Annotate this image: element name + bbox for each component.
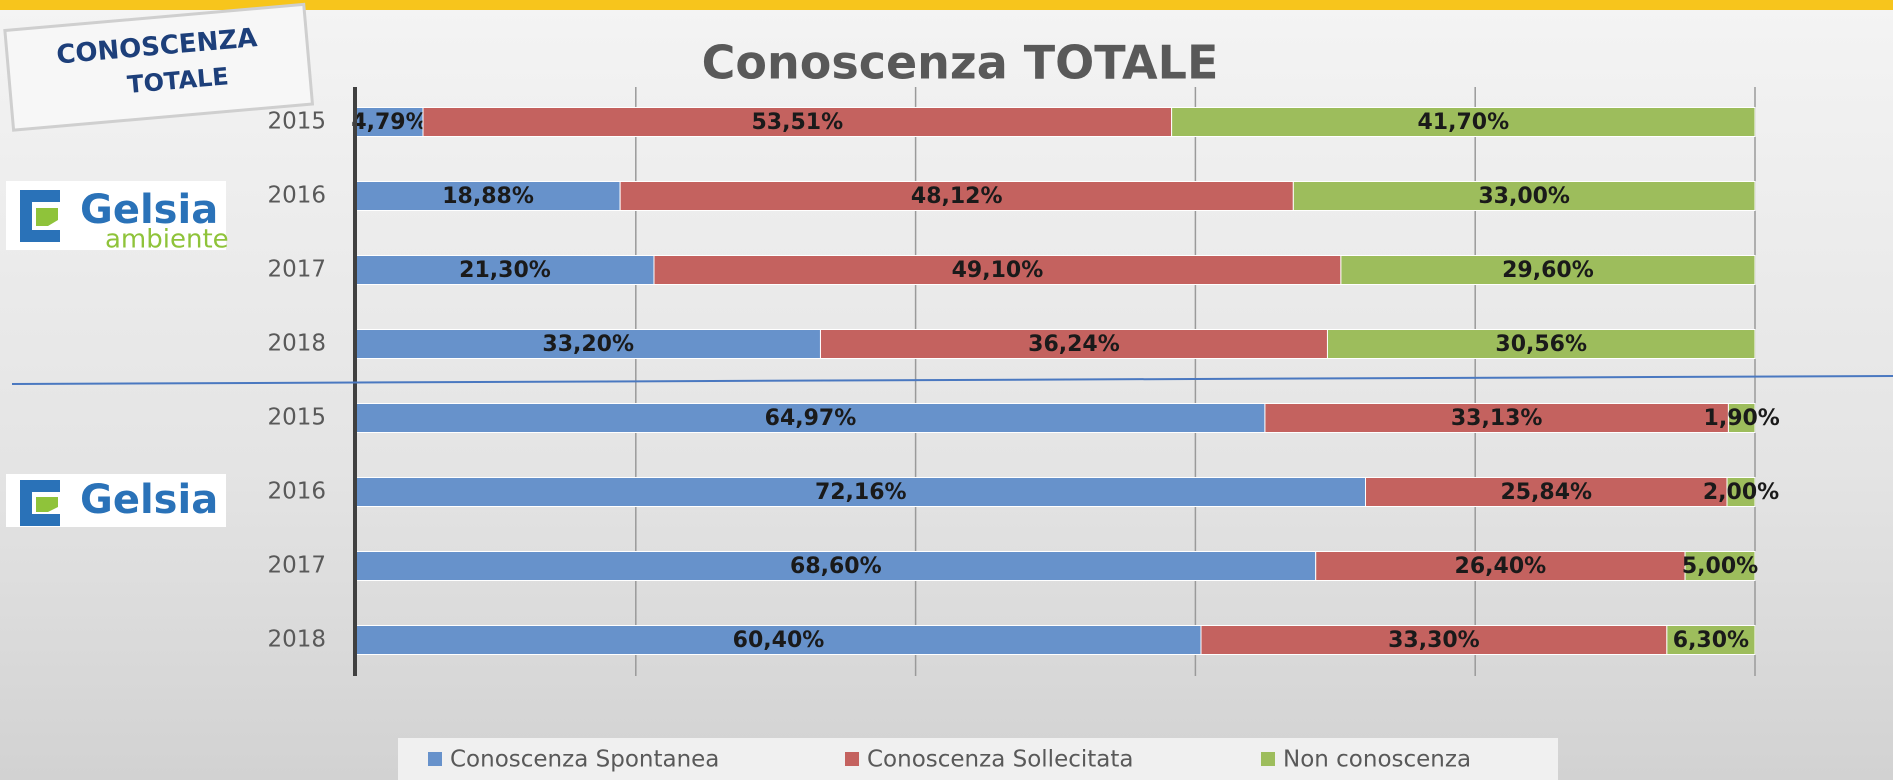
y-tick-label: 2018	[267, 627, 326, 653]
legend-swatch	[1261, 752, 1275, 766]
y-tick-label: 2015	[267, 109, 326, 135]
logo-text: Gelsia	[80, 477, 218, 523]
separator-line	[11, 375, 1893, 385]
data-label: 1,90%	[1704, 406, 1780, 431]
bar-segment	[1666, 625, 1756, 655]
data-label: 2,00%	[1703, 480, 1779, 505]
y-tick-label: 2016	[267, 183, 326, 209]
logo-icon	[36, 497, 58, 512]
data-label: 68,60%	[790, 554, 882, 579]
logo-subtext: ambiente	[105, 225, 229, 255]
bar-segment	[355, 551, 1317, 581]
y-tick-label: 2015	[267, 405, 326, 431]
y-tick-label: 2016	[267, 479, 326, 505]
data-label: 4,79%	[351, 110, 427, 135]
legend-label: Conoscenza Spontanea	[450, 747, 719, 773]
data-label: 26,40%	[1455, 554, 1547, 579]
y-tick-label: 2017	[267, 257, 326, 283]
bar-segment	[1171, 107, 1756, 137]
legend-swatch	[845, 752, 859, 766]
bar-segment	[355, 625, 1202, 655]
bar-segment	[653, 255, 1342, 285]
bar-segment	[355, 403, 1266, 433]
bar-segment	[422, 107, 1173, 137]
y-tick-label: 2018	[267, 331, 326, 357]
bar-segment	[1684, 551, 1756, 581]
badge-box	[3, 2, 315, 132]
data-label: 53,51%	[751, 110, 843, 135]
legend-label: Conoscenza Sollecitata	[867, 747, 1133, 773]
data-label: 29,60%	[1502, 258, 1594, 283]
data-label: 49,10%	[952, 258, 1044, 283]
legend-swatch	[428, 752, 442, 766]
legend-label: Non conoscenza	[1283, 747, 1471, 773]
logo: Gelsia ambiente	[6, 181, 229, 255]
data-label: 18,88%	[442, 184, 534, 209]
bar-segment	[355, 477, 1367, 507]
data-label: 36,24%	[1028, 332, 1120, 357]
logo-text: Gelsia	[80, 187, 218, 233]
data-label: 6,30%	[1673, 628, 1749, 653]
bar-segment	[355, 329, 821, 359]
bar-segment	[1200, 625, 1668, 655]
data-label: 64,97%	[765, 406, 857, 431]
data-label: 48,12%	[911, 184, 1003, 209]
bar-segment	[819, 329, 1328, 359]
legend-box	[398, 738, 1558, 780]
logo-icon	[20, 480, 60, 526]
data-label: 33,00%	[1478, 184, 1570, 209]
data-label: 33,30%	[1388, 628, 1480, 653]
data-label: 60,40%	[733, 628, 825, 653]
y-tick-label: 2017	[267, 553, 326, 579]
data-label: 25,84%	[1500, 480, 1592, 505]
logo-icon	[36, 208, 58, 226]
data-label: 5,00%	[1682, 554, 1758, 579]
data-label: 33,20%	[542, 332, 634, 357]
bar-segment	[1326, 329, 1756, 359]
bar-segment	[619, 181, 1294, 211]
chart-title: Conoscenza TOTALE	[702, 36, 1219, 90]
top-band	[0, 0, 1893, 10]
bar-segment	[1292, 181, 1756, 211]
badge: CONOSCENZA TOTALE	[3, 2, 315, 132]
bar-segment	[1340, 255, 1756, 285]
logo: Gelsia	[6, 474, 226, 527]
data-label: 41,70%	[1417, 110, 1509, 135]
bar-segment	[1315, 551, 1686, 581]
bar-segment	[1727, 403, 1756, 433]
data-label: 30,56%	[1495, 332, 1587, 357]
data-label: 72,16%	[815, 480, 907, 505]
data-label: 33,13%	[1451, 406, 1543, 431]
data-label: 21,30%	[459, 258, 551, 283]
bar-segment	[1726, 477, 1756, 507]
logo-icon	[20, 190, 60, 242]
